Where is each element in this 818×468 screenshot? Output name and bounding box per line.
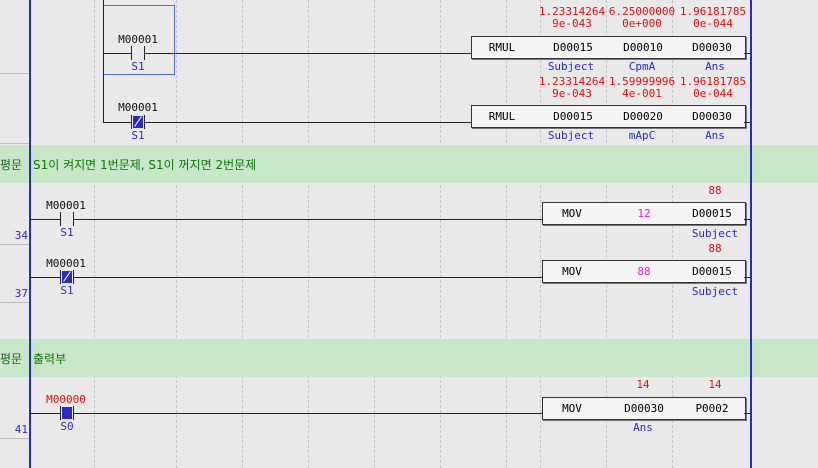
monitor-value: 88 bbox=[708, 242, 722, 255]
wire bbox=[744, 413, 751, 414]
function-block-rmul[interactable]: RMUL D00015 D00020 D00030 bbox=[471, 105, 746, 128]
operand-alias: Ans bbox=[633, 421, 653, 434]
comment-label: 평문 bbox=[0, 352, 23, 366]
wire bbox=[744, 53, 751, 54]
gutter-separator bbox=[0, 438, 30, 439]
grid-line bbox=[606, 0, 607, 468]
operand: D00030 bbox=[692, 41, 732, 54]
comment-text: S1이 켜지면 1번문제, S1이 꺼지면 2번문제 bbox=[33, 158, 257, 172]
grid-line bbox=[440, 0, 441, 468]
gutter-separator bbox=[0, 302, 30, 303]
operand-alias: Subject bbox=[547, 60, 595, 73]
contact-device: M00001 bbox=[46, 199, 86, 212]
contact-no[interactable] bbox=[60, 406, 74, 420]
comment-row[interactable]: 평문 출력부 bbox=[0, 339, 818, 377]
contact-alias: S1 bbox=[60, 226, 74, 239]
grid-line bbox=[242, 0, 243, 468]
comment-text: 출력부 bbox=[33, 352, 67, 366]
contact-no[interactable] bbox=[131, 46, 145, 60]
gutter-separator bbox=[0, 73, 30, 74]
monitor-value: 1.23314264 9e-043 bbox=[538, 75, 606, 100]
operand: D00015 bbox=[692, 207, 732, 220]
constant-operand: 88 bbox=[637, 265, 651, 278]
contact-alias: S1 bbox=[60, 284, 74, 297]
operand: D00015 bbox=[553, 110, 593, 123]
wire bbox=[30, 277, 542, 278]
operand-alias: CpmA bbox=[628, 60, 656, 73]
right-power-rail bbox=[750, 0, 752, 468]
operand-alias: Ans bbox=[705, 129, 725, 142]
gutter-separator bbox=[0, 244, 30, 245]
function-block-mov[interactable]: MOV 88 D00015 bbox=[542, 260, 746, 283]
monitor-value: 88 bbox=[708, 184, 722, 197]
function-block-rmul[interactable]: RMUL D00015 D00010 D00030 bbox=[471, 36, 746, 59]
operand: D00015 bbox=[553, 41, 593, 54]
monitor-value: 1.23314264 9e-043 bbox=[538, 5, 606, 30]
monitor-value: 1.96181785 0e-044 bbox=[679, 75, 747, 100]
branch-line bbox=[103, 0, 104, 122]
grid-line bbox=[374, 0, 375, 468]
function-block-mov[interactable]: MOV 12 D00015 bbox=[542, 202, 746, 225]
instruction-name: MOV bbox=[562, 402, 582, 415]
wire bbox=[744, 122, 751, 123]
left-power-rail bbox=[29, 0, 31, 468]
operand: D00010 bbox=[623, 41, 663, 54]
operand-alias: Subject bbox=[547, 129, 595, 142]
wire bbox=[30, 413, 542, 414]
contact-nc[interactable] bbox=[131, 115, 145, 129]
wire bbox=[103, 122, 471, 123]
monitor-value: 14 bbox=[708, 378, 722, 391]
monitor-value: 1.96181785 0e-044 bbox=[679, 5, 747, 30]
function-block-mov[interactable]: MOV D00030 P0002 bbox=[542, 397, 746, 420]
grid-line bbox=[672, 0, 673, 468]
contact-alias: S0 bbox=[60, 420, 74, 433]
contact-alias: S1 bbox=[131, 60, 145, 73]
step-number: 37 bbox=[14, 287, 28, 300]
contact-device: M00001 bbox=[118, 101, 158, 114]
grid-line bbox=[506, 0, 507, 468]
constant-operand: 12 bbox=[637, 207, 651, 220]
instruction-name: RMUL bbox=[488, 41, 516, 54]
contact-no[interactable] bbox=[60, 212, 74, 226]
monitor-value: 14 bbox=[636, 378, 650, 391]
grid-line bbox=[308, 0, 309, 468]
contact-device: M00000 bbox=[46, 393, 86, 406]
wire bbox=[103, 53, 471, 54]
contact-device: M00001 bbox=[118, 33, 158, 46]
step-number: 41 bbox=[14, 423, 28, 436]
contact-nc[interactable] bbox=[60, 270, 74, 284]
operand-alias: Subject bbox=[691, 227, 739, 240]
step-number: 34 bbox=[14, 229, 28, 242]
contact-device: M00001 bbox=[46, 257, 86, 270]
instruction-name: RMUL bbox=[488, 110, 516, 123]
monitor-value: 1.59999996 4e-001 bbox=[608, 75, 676, 100]
instruction-name: MOV bbox=[562, 207, 582, 220]
operand: D00020 bbox=[623, 110, 663, 123]
grid-line bbox=[540, 0, 541, 468]
grid-line bbox=[176, 0, 177, 468]
grid-line bbox=[94, 0, 95, 468]
instruction-name: MOV bbox=[562, 265, 582, 278]
operand-alias: Subject bbox=[691, 285, 739, 298]
monitor-value: 6.25000000 0e+000 bbox=[608, 5, 676, 30]
contact-alias: S1 bbox=[131, 129, 145, 142]
operand: P0002 bbox=[695, 402, 729, 415]
gutter-separator bbox=[0, 143, 30, 144]
operand-alias: Ans bbox=[705, 60, 725, 73]
comment-row[interactable]: 평문 S1이 켜지면 1번문제, S1이 꺼지면 2번문제 bbox=[0, 145, 818, 183]
operand-alias: mApC bbox=[628, 129, 656, 142]
operand: D00015 bbox=[692, 265, 732, 278]
operand: D00030 bbox=[692, 110, 732, 123]
wire bbox=[744, 277, 751, 278]
operand: D00030 bbox=[624, 402, 664, 415]
step-gutter bbox=[0, 0, 30, 468]
wire bbox=[744, 219, 751, 220]
wire bbox=[30, 219, 542, 220]
comment-label: 평문 bbox=[0, 158, 23, 172]
